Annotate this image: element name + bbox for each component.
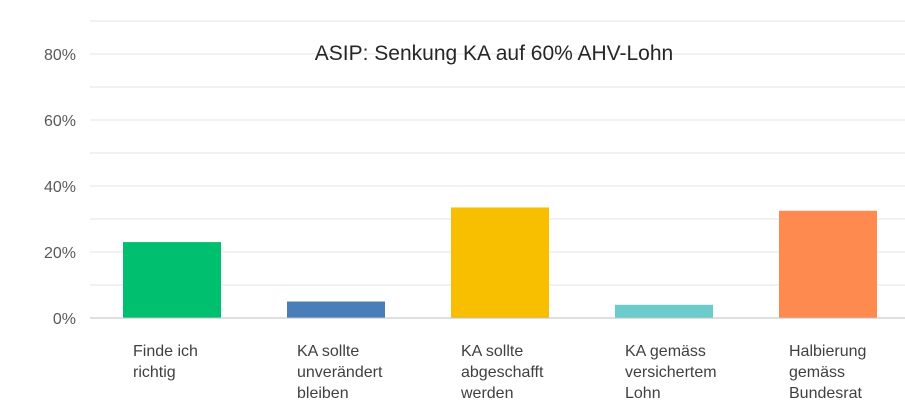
bar <box>287 301 385 318</box>
x-category-label: KA gemäss versichertem Lohn <box>625 343 717 400</box>
x-category-label-line: Bundesrat <box>789 385 862 400</box>
y-tick-label: 20% <box>44 245 76 262</box>
gridlines <box>90 20 905 286</box>
y-axis-ticks: 0%20%40%60%80%100% <box>44 47 76 328</box>
x-category-label: KA sollte abgeschafft werden <box>460 343 544 400</box>
x-category-label-line: gemäss <box>789 364 845 381</box>
bar <box>779 210 877 318</box>
x-category-label: Halbierung gemäss Bundesrat <box>789 343 866 400</box>
x-axis-labels: Finde ich richtig KA sollte unverändert blei… <box>133 343 866 400</box>
x-category-label-line: KA sollte <box>297 343 359 360</box>
x-category-label-line: bleiben <box>297 385 349 400</box>
bars <box>123 207 877 318</box>
bar <box>123 242 221 318</box>
y-tick-label: 60% <box>44 113 76 130</box>
x-category-label-line: abgeschafft <box>461 364 544 381</box>
x-category-label-line: Finde ich <box>133 343 198 360</box>
y-tick-label: 40% <box>44 179 76 196</box>
x-category-label-line: unverändert <box>297 364 383 381</box>
y-tick-label: 80% <box>44 47 76 64</box>
y-tick-label: 0% <box>53 311 76 328</box>
x-category-label-line: Halbierung <box>789 343 866 360</box>
chart-title: ASIP: Senkung KA auf 60% AHV-Lohn <box>315 42 673 65</box>
x-category-label-line: werden <box>460 385 513 400</box>
x-category-label-line: versichertem <box>625 364 717 381</box>
x-category-label-line: Lohn <box>625 385 661 400</box>
x-category-label: Finde ich richtig <box>133 343 198 381</box>
bar <box>451 207 549 318</box>
x-category-label-line: KA gemäss <box>625 343 706 360</box>
x-category-label-line: KA sollte <box>461 343 523 360</box>
x-category-label-line: richtig <box>133 364 176 381</box>
bar <box>615 304 713 318</box>
x-category-label: KA sollte unverändert bleiben <box>297 343 383 400</box>
